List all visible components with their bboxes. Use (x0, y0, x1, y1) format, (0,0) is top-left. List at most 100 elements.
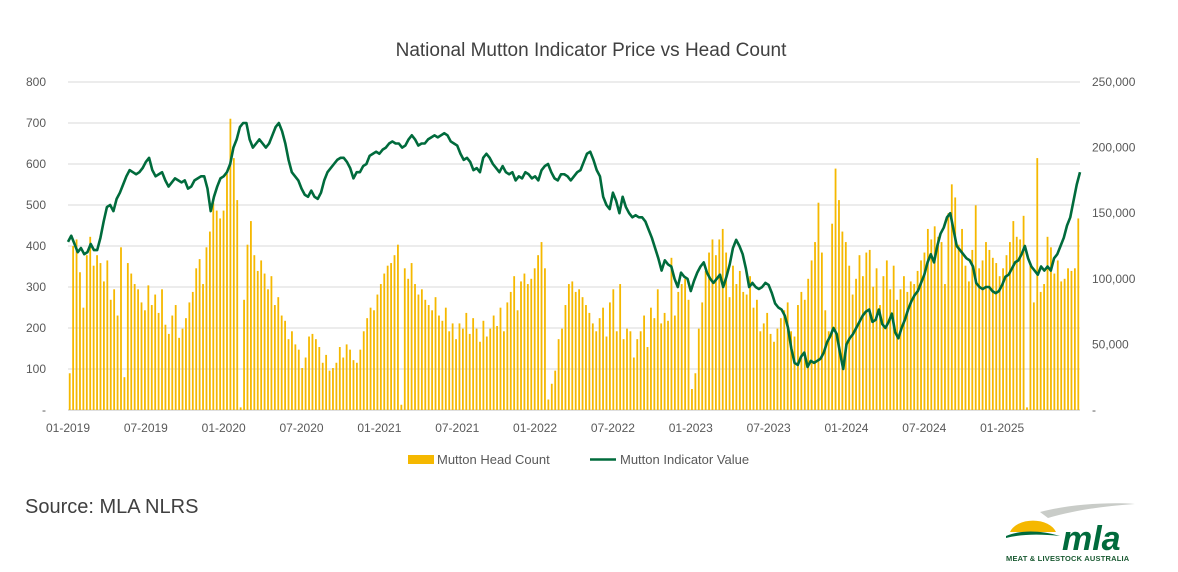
head-count-bar (147, 285, 150, 410)
head-count-bar (499, 307, 502, 410)
head-count-bar (431, 310, 434, 410)
right-tick-label: - (1092, 403, 1096, 417)
head-count-bar (438, 315, 440, 410)
head-count-bar (140, 302, 143, 410)
head-count-bar (595, 331, 598, 410)
head-count-bar (585, 305, 587, 410)
head-count-bar (96, 255, 98, 410)
head-count-bar (882, 276, 885, 410)
left-tick-label: 400 (26, 239, 46, 253)
head-count-bar (171, 315, 174, 410)
head-count-bar (314, 339, 317, 410)
head-count-bar (297, 349, 300, 410)
head-count-bar (144, 310, 146, 410)
head-count-bar (622, 339, 625, 410)
logo-sun (1010, 520, 1056, 532)
head-count-bar (243, 299, 245, 410)
head-count-bar (605, 336, 608, 410)
head-count-bar (834, 168, 837, 410)
head-count-bar (373, 310, 375, 410)
head-count-bar (215, 210, 218, 410)
head-count-bar (472, 318, 475, 410)
head-count-bar (988, 249, 991, 410)
head-count-bar (961, 228, 963, 410)
head-count-bar (831, 223, 834, 410)
head-count-bar (1053, 273, 1056, 410)
head-count-bar (526, 284, 529, 410)
head-count-bar (673, 315, 676, 410)
head-count-bar (773, 341, 775, 410)
head-count-bar (294, 344, 297, 410)
x-tick-label: 07-2022 (591, 421, 635, 435)
head-count-bar (475, 328, 478, 410)
head-count-bar (995, 263, 998, 410)
head-count-bar (903, 276, 905, 410)
head-count-bar (465, 312, 468, 410)
head-count-bar (403, 268, 406, 410)
left-axis-ticks: - 100 200 300 400 500 600 700 800 (26, 75, 46, 417)
head-count-bar (718, 239, 721, 410)
head-count-bar (89, 236, 92, 410)
head-count-bar (318, 347, 321, 410)
head-count-bar (991, 257, 994, 410)
head-count-bars (68, 118, 1080, 411)
head-count-bar (397, 244, 399, 410)
head-count-bar (414, 284, 416, 410)
head-count-bar (926, 228, 929, 410)
head-count-bar (612, 289, 615, 410)
head-count-bar (892, 265, 895, 410)
head-count-bar (814, 242, 816, 410)
head-count-bar (889, 289, 892, 410)
head-count-bar (797, 305, 799, 410)
head-count-bar (123, 377, 126, 410)
head-count-bar (92, 265, 95, 410)
head-count-bar (509, 291, 512, 410)
head-count-bar (72, 246, 75, 410)
legend: Mutton Head Count Mutton Indicator Value (408, 452, 749, 467)
x-tick-label: 01-2022 (513, 421, 557, 435)
head-count-bar (479, 341, 481, 410)
right-tick-label: 150,000 (1092, 206, 1136, 220)
head-count-bar (933, 226, 936, 410)
x-tick-label: 07-2023 (747, 421, 791, 435)
head-count-bar (721, 228, 724, 410)
head-count-bar (656, 289, 659, 410)
x-tick-label: 01-2024 (824, 421, 868, 435)
head-count-bar (687, 299, 690, 410)
left-tick-label: 300 (26, 280, 46, 294)
head-count-bar (598, 318, 601, 410)
head-count-bar (332, 368, 334, 410)
head-count-bar (174, 305, 177, 410)
head-count-bar (516, 310, 519, 410)
head-count-bar (636, 339, 639, 410)
chart-title: National Mutton Indicator Price vs Head … (396, 40, 787, 61)
head-count-bar (126, 263, 129, 410)
head-count-bar (646, 347, 649, 410)
head-count-bar (260, 260, 263, 410)
head-count-bar (263, 273, 266, 410)
head-count-bar (714, 255, 717, 410)
head-count-bar (513, 276, 516, 410)
head-count-bar (725, 252, 728, 410)
head-count-bar (786, 302, 789, 410)
head-count-bar (957, 244, 960, 410)
head-count-bar (1022, 215, 1025, 410)
head-count-bar (800, 291, 803, 410)
x-tick-label: 07-2019 (124, 421, 168, 435)
head-count-bar (885, 260, 888, 410)
head-count-bar (246, 244, 249, 410)
head-count-bar (749, 276, 751, 410)
head-count-bar (191, 291, 194, 410)
head-count-bar (1070, 270, 1073, 410)
head-count-bar (1015, 236, 1018, 410)
head-count-bar (879, 305, 881, 410)
head-count-bar (680, 284, 683, 410)
head-count-bar (468, 333, 471, 410)
head-count-bar (602, 307, 604, 410)
head-count-bar (916, 270, 919, 410)
head-count-bar (1077, 218, 1080, 410)
logo-swoosh (1040, 503, 1135, 518)
head-count-bar (291, 331, 293, 410)
head-count-bar (188, 302, 191, 410)
head-count-bar (461, 328, 464, 410)
